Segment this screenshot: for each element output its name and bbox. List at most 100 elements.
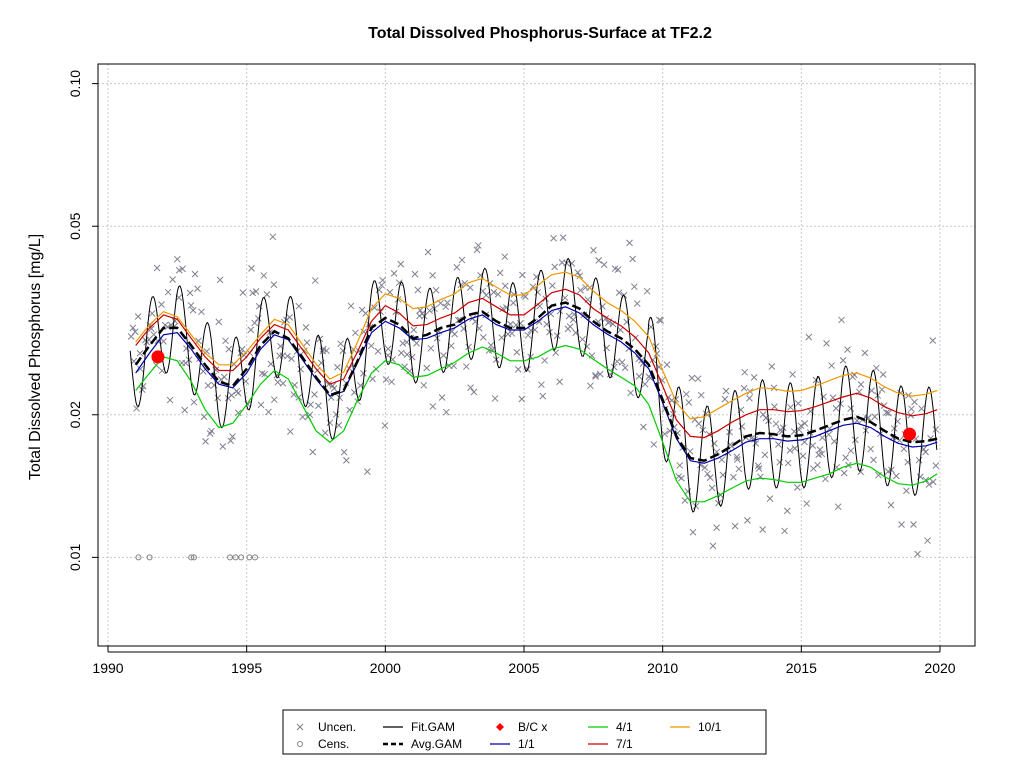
uncensored-point [840, 469, 848, 477]
uncensored-point [518, 395, 526, 403]
uncensored-point [323, 347, 330, 355]
uncensored-point-stroke-b [592, 373, 600, 380]
uncensored-point [755, 465, 763, 472]
uncensored-point-stroke-b [587, 382, 594, 390]
censored-point [238, 554, 245, 561]
uncensored-point [269, 233, 277, 241]
uncensored-point [195, 337, 202, 345]
gridlines [98, 64, 975, 646]
uncensored-point-stroke-b [733, 456, 741, 463]
data-points [127, 233, 940, 561]
uncensored-point [857, 381, 865, 388]
uncensored-point [640, 423, 647, 431]
uncensored-point-stroke-b [553, 332, 561, 340]
uncensored-point-stroke-b [284, 352, 291, 360]
uncensored-point [847, 405, 855, 412]
uncensored-point [284, 352, 291, 360]
uncensored-point-stroke-b [307, 401, 314, 408]
uncensored-point-stroke-b [868, 387, 876, 394]
uncensored-point [491, 395, 499, 402]
uncensored-point [610, 363, 618, 371]
uncensored-point-stroke-b [509, 299, 517, 307]
uncensored-point [908, 405, 915, 413]
uncensored-point-stroke-b [661, 430, 669, 438]
uncensored-point-stroke-b [819, 434, 826, 442]
legend-item: 4/1 [588, 720, 633, 734]
uncensored-point [900, 445, 908, 453]
uncensored-point-stroke-b [204, 382, 212, 389]
uncensored-point [615, 289, 623, 296]
uncensored-point [657, 317, 664, 324]
uncensored-point [410, 326, 418, 334]
uncensored-point-stroke-b [131, 328, 139, 336]
uncensored-point [633, 300, 641, 307]
uncensored-point [153, 264, 161, 272]
uncensored-point [738, 423, 746, 430]
uncensored-point-stroke-b [234, 409, 242, 417]
uncensored-point-stroke-b [399, 339, 407, 347]
uncensored-point [335, 421, 343, 429]
uncensored-point [216, 276, 224, 284]
uncensored-point [438, 394, 446, 401]
uncensored-point-stroke-b [791, 445, 799, 452]
uncensored-point-stroke-b [470, 388, 478, 396]
uncensored-point [311, 391, 318, 398]
uncensored-point [914, 550, 921, 558]
uncensored-point-stroke-b [596, 370, 604, 378]
uncensored-point [911, 398, 918, 406]
uncensored-point [219, 443, 227, 450]
uncensored-point-stroke-b [164, 288, 172, 296]
uncensored-point-stroke-b [932, 462, 940, 469]
uncensored-point [650, 441, 658, 448]
uncensored-point [202, 438, 209, 445]
uncensored-point-stroke-b [491, 395, 499, 402]
uncensored-point [369, 375, 376, 383]
uncensored-point [551, 263, 559, 271]
uncensored-point [556, 378, 563, 386]
uncensored-point-stroke-b [599, 302, 606, 310]
uncensored-point-stroke-b [534, 289, 542, 296]
uncensored-point [330, 385, 338, 392]
uncensored-point [164, 288, 172, 296]
uncensored-point [465, 343, 472, 351]
uncensored-point-stroke-b [527, 353, 534, 361]
uncensored-point-stroke-b [458, 256, 466, 264]
uncensored-point-stroke-b [191, 270, 199, 278]
uncensored-point-stroke-b [311, 277, 319, 284]
uncensored-point-stroke-b [498, 334, 506, 341]
uncensored-point-stroke-b [686, 447, 694, 455]
uncensored-point [466, 284, 474, 292]
uncensored-point-stroke-b [781, 527, 788, 535]
uncensored-point-stroke-b [326, 419, 334, 427]
uncensored-point [794, 400, 802, 407]
uncensored-point [514, 366, 522, 373]
uncensored-point [173, 255, 181, 263]
uncensored-point-stroke-b [411, 270, 419, 278]
uncensored-point [374, 347, 382, 355]
uncensored-point-stroke-b [839, 356, 847, 364]
uncensored-point [733, 456, 741, 463]
uncensored-point-stroke-b [556, 378, 563, 386]
uncensored-point [208, 427, 215, 435]
uncensored-point [771, 403, 778, 411]
uncensored-point-stroke-b [857, 381, 865, 388]
uncensored-point [189, 306, 197, 314]
uncensored-point-stroke-b [475, 325, 483, 332]
uncensored-point [842, 454, 849, 461]
uncensored-point-stroke-b [759, 411, 767, 418]
uncensored-point-stroke-b [501, 282, 509, 290]
uncensored-point [539, 392, 547, 400]
uncensored-point [251, 319, 258, 327]
uncensored-point-stroke-b [277, 342, 284, 350]
uncensored-point-stroke-b [556, 307, 564, 315]
uncensored-point-stroke-b [787, 403, 794, 411]
uncensored-point-stroke-b [922, 448, 929, 456]
uncensored-point [474, 242, 482, 249]
uncensored-point [442, 408, 450, 416]
uncensored-point-stroke-b [302, 324, 310, 331]
uncensored-point [257, 401, 265, 409]
uncensored-point-stroke-b [692, 502, 700, 510]
uncensored-point [799, 452, 807, 460]
uncensored-point-stroke-b [363, 468, 371, 475]
uncensored-point [776, 458, 784, 466]
